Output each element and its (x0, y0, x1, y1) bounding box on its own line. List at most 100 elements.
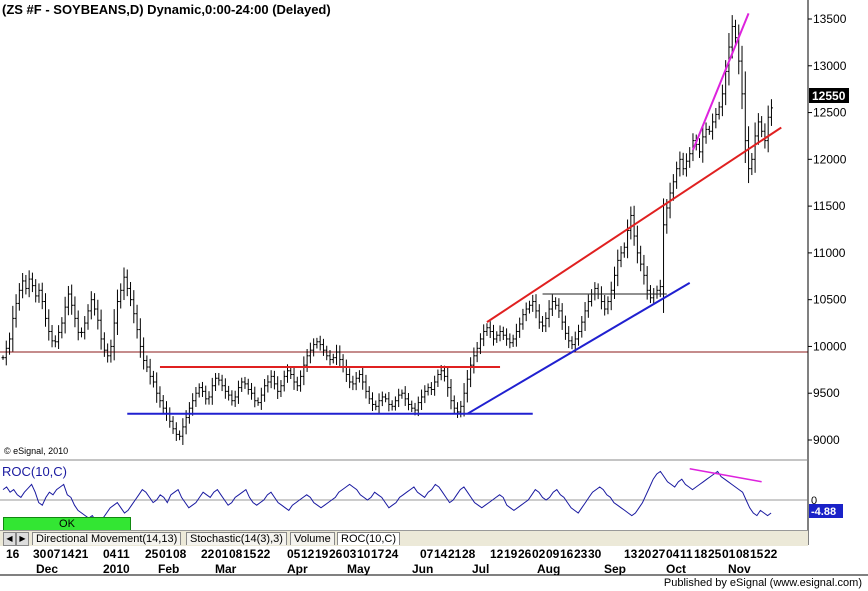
ohlc-bar (635, 225, 639, 264)
ohlc-bar (66, 285, 70, 316)
ohlc-bar (733, 19, 737, 45)
ohlc-bar (21, 272, 25, 299)
ohlc-bar (406, 392, 410, 411)
ohlc-bar (511, 334, 515, 347)
x-month-label: Mar (215, 562, 237, 576)
tab-directional-movement[interactable]: Directional Movement(14,13) (32, 532, 182, 545)
ohlc-bar (200, 381, 204, 398)
ohlc-bar (122, 267, 126, 301)
ohlc-bar (158, 386, 162, 408)
tab-scroll-right-icon[interactable]: ▶ (16, 532, 29, 546)
ohlc-bar (472, 347, 476, 374)
ohlc-bar (354, 371, 358, 391)
x-day-label: 01 (159, 547, 173, 561)
ohlc-bar (109, 339, 113, 363)
ohlc-bar (315, 337, 319, 349)
ohlc-bar (83, 316, 87, 340)
x-day-label: 18 (694, 547, 708, 561)
ohlc-bar (403, 386, 407, 406)
ohlc-bar (135, 304, 139, 339)
x-month-label: Oct (666, 562, 686, 576)
ohlc-bar (760, 116, 764, 138)
x-day-label: 30 (588, 547, 602, 561)
trendline-lower-channel[interactable] (466, 281, 691, 415)
y-tick-label: 12500 (813, 106, 847, 120)
ohlc-bar (753, 122, 757, 173)
ohlc-bar (250, 382, 254, 400)
ohlc-bar (194, 386, 198, 407)
ohlc-bar (53, 335, 57, 348)
last-price-label: 12550 (812, 89, 846, 103)
ohlc-bar (583, 302, 587, 331)
ohlc-bar (488, 321, 492, 339)
x-day-label: 20 (638, 547, 652, 561)
ohlc-bar (554, 297, 558, 310)
ohlc-bar (495, 331, 499, 343)
ohlc-bar (384, 393, 388, 403)
ohlc-bar (243, 376, 247, 389)
ohlc-bar (230, 390, 234, 406)
x-day-label: 02 (532, 547, 546, 561)
ohlc-bar (508, 333, 512, 349)
ohlc-bar (178, 430, 182, 441)
ohlc-bar (47, 309, 51, 341)
ohlc-bar (410, 400, 414, 413)
tab-roc[interactable]: ROC(10,C) (337, 532, 401, 545)
ohlc-bar (99, 309, 103, 350)
ohlc-bar (527, 300, 531, 314)
x-day-label: 26 (518, 547, 532, 561)
trendline-upper-channel[interactable] (486, 126, 782, 323)
ohlc-bar (567, 326, 571, 349)
ohlc-bar (70, 284, 74, 315)
ohlc-bar (714, 108, 718, 129)
ohlc-bar (361, 366, 365, 390)
x-day-label: 04 (103, 547, 117, 561)
x-day-label: 11 (680, 547, 693, 561)
ohlc-bar (707, 125, 711, 135)
ohlc-bar (367, 386, 371, 404)
x-month-label: Jul (472, 562, 489, 576)
ohlc-bar (498, 325, 502, 342)
x-day-label: 22 (764, 547, 778, 561)
ohlc-bar (289, 366, 293, 380)
ohlc-bar (236, 380, 240, 404)
ohlc-bar (295, 376, 299, 392)
ohlc-bar (563, 315, 567, 340)
ohlc-bar (586, 294, 590, 318)
ohlc-bar (328, 349, 332, 366)
x-day-label: 26 (329, 547, 343, 561)
ohlc-bar (93, 293, 97, 316)
ohlc-bar (756, 113, 760, 145)
x-day-label: 25 (708, 547, 722, 561)
x-day-label: 30 (33, 547, 47, 561)
ohlc-bar (204, 385, 208, 405)
ohlc-bar (8, 332, 12, 355)
ohlc-bar (246, 378, 250, 395)
ohlc-bar (318, 335, 322, 351)
ohlc-bar (769, 99, 773, 126)
x-day-label: 07 (47, 547, 61, 561)
tab-stochastic[interactable]: Stochastic(14(3),3) (186, 532, 287, 545)
ohlc-bar (292, 366, 296, 390)
ohlc-bar (531, 294, 535, 312)
y-tick-label: 9000 (813, 433, 840, 447)
ohlc-bar (34, 279, 38, 303)
tab-volume[interactable]: Volume (290, 532, 335, 545)
ohlc-bar (24, 274, 28, 295)
tab-scroll-left-icon[interactable]: ◀ (3, 532, 16, 546)
x-day-label: 22 (257, 547, 271, 561)
x-month-label: Aug (537, 562, 560, 576)
ohlc-bar (619, 246, 623, 268)
ohlc-bar (698, 138, 702, 158)
x-month-label: Jun (412, 562, 433, 576)
ohlc-bar (142, 337, 146, 370)
chart-title: (ZS #F - SOYBEANS,D) Dynamic,0:00-24:00 … (2, 2, 331, 17)
ohlc-bar (351, 375, 355, 391)
roc-value-label: -4.88 (811, 506, 836, 518)
y-tick-label: 10500 (813, 293, 847, 307)
x-day-label: 01 (722, 547, 736, 561)
ohlc-bar (577, 324, 581, 346)
trendline-price-top-divergence[interactable] (692, 13, 750, 151)
ohlc-bar (302, 356, 306, 386)
ohlc-bar (717, 101, 721, 120)
